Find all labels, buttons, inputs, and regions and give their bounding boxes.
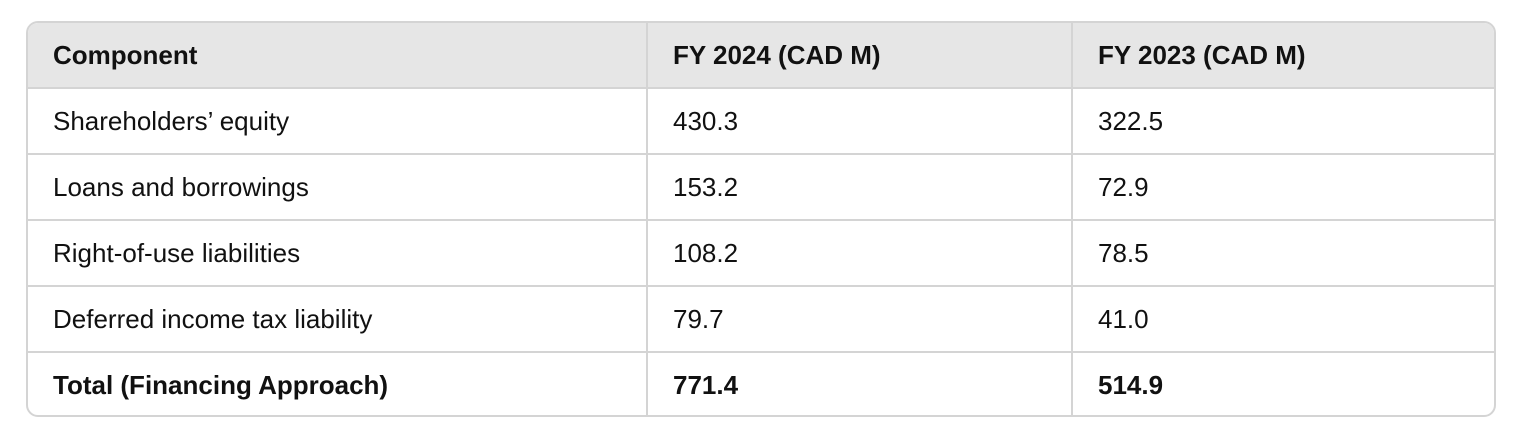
component-cell: Deferred income tax liability xyxy=(28,286,648,353)
fy2023-value-cell: 72.9 xyxy=(1072,154,1494,221)
fy2024-value-cell: 79.7 xyxy=(647,286,1073,353)
financing-table: Component FY 2024 (CAD M) FY 2023 (CAD M… xyxy=(28,23,1494,415)
table-row: Deferred income tax liability 79.7 41.0 xyxy=(28,286,1494,353)
column-header-fy2024: FY 2024 (CAD M) xyxy=(647,23,1073,89)
fy2024-value-cell: 153.2 xyxy=(647,154,1073,221)
fy2023-value-cell: 41.0 xyxy=(1072,286,1494,353)
header-row: Component FY 2024 (CAD M) FY 2023 (CAD M… xyxy=(28,23,1494,89)
column-header-fy2023: FY 2023 (CAD M) xyxy=(1072,23,1494,89)
table-row: Right-of-use liabilities 108.2 78.5 xyxy=(28,220,1494,287)
table-row: Loans and borrowings 153.2 72.9 xyxy=(28,154,1494,221)
table-body: Shareholders’ equity 430.3 322.5 Loans a… xyxy=(28,88,1494,415)
component-cell: Loans and borrowings xyxy=(28,154,648,221)
table-header: Component FY 2024 (CAD M) FY 2023 (CAD M… xyxy=(28,23,1494,89)
total-row: Total (Financing Approach) 771.4 514.9 xyxy=(28,352,1494,415)
fy2024-value-cell: 430.3 xyxy=(647,88,1073,155)
fy2024-value-cell: 108.2 xyxy=(647,220,1073,287)
total-fy2023-cell: 514.9 xyxy=(1098,369,1164,400)
component-cell: Shareholders’ equity xyxy=(28,88,648,155)
fy2023-value-cell: 78.5 xyxy=(1072,220,1494,287)
financing-table-container: Component FY 2024 (CAD M) FY 2023 (CAD M… xyxy=(26,21,1496,417)
column-header-component: Component xyxy=(28,23,648,89)
component-cell: Right-of-use liabilities xyxy=(28,220,648,287)
total-fy2024-cell: 771.4 xyxy=(647,352,1073,415)
total-label-cell: Total (Financing Approach) xyxy=(28,352,648,415)
table-row: Shareholders’ equity 430.3 322.5 xyxy=(28,88,1494,155)
fy2023-value-cell: 322.5 xyxy=(1072,88,1494,155)
